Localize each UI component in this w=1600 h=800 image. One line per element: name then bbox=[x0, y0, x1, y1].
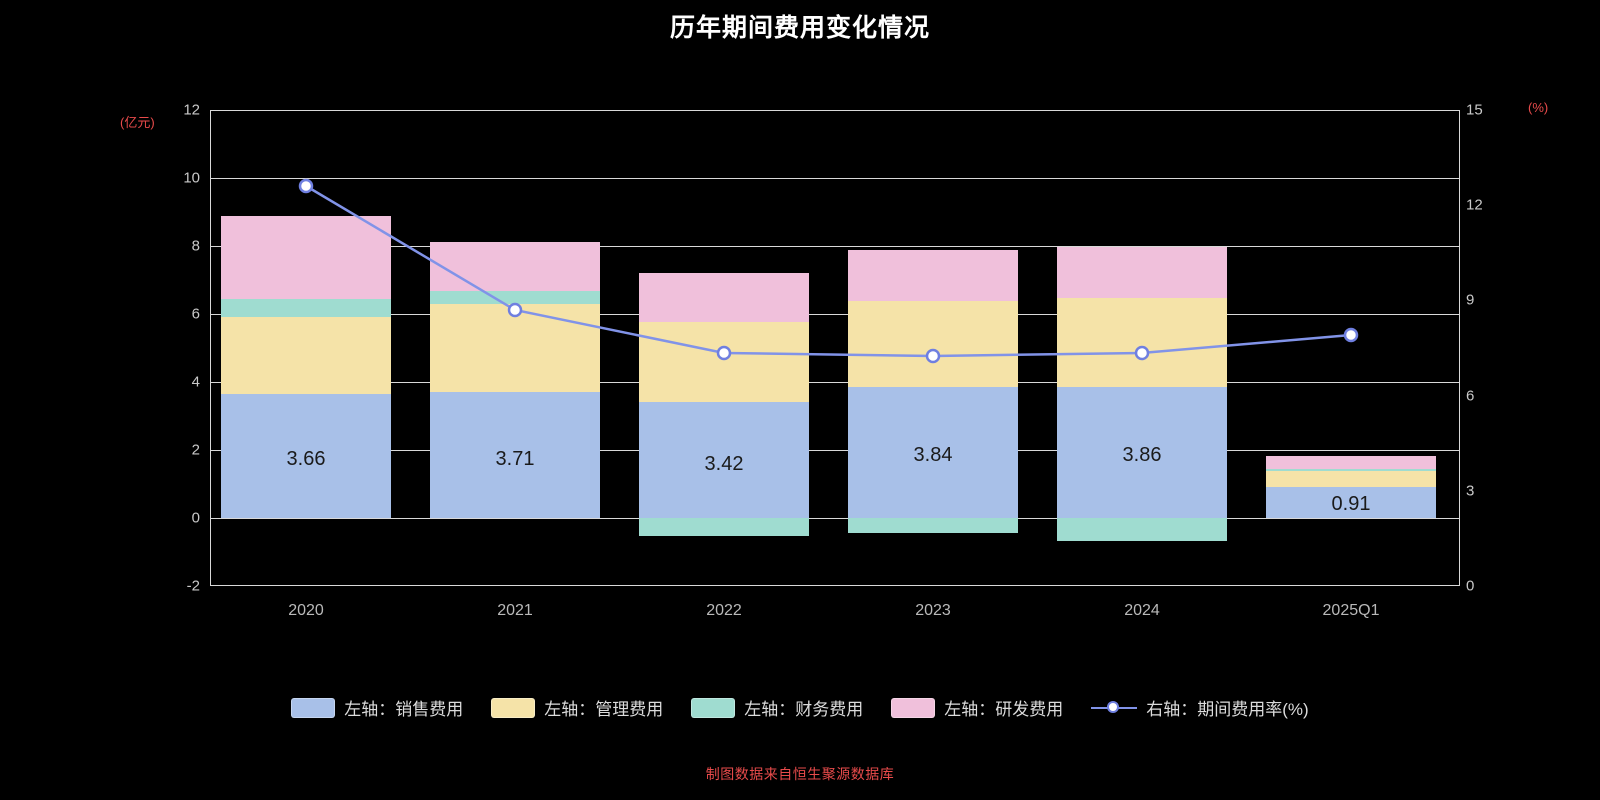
bar-segment-rd bbox=[1057, 246, 1227, 299]
bar-segment-sales bbox=[1266, 487, 1436, 518]
rate-line bbox=[305, 184, 1352, 358]
bar-group-2025Q1 bbox=[1266, 110, 1436, 586]
gridline bbox=[210, 246, 1460, 247]
rate-point-2025Q1 bbox=[1343, 327, 1359, 343]
bar-segment-rd bbox=[221, 216, 391, 300]
gridline bbox=[210, 518, 1460, 519]
gridline bbox=[210, 110, 1460, 111]
bar-segment-finance bbox=[221, 299, 391, 318]
x-tick-2025Q1: 2025Q1 bbox=[1322, 602, 1380, 619]
bar-value-2023: 3.84 bbox=[913, 444, 953, 466]
legend-label: 左轴：销售费用 bbox=[344, 700, 464, 719]
x-tick-2023: 2023 bbox=[915, 602, 951, 619]
bar-segment-finance bbox=[639, 518, 809, 536]
left-tick: 8 bbox=[191, 237, 200, 255]
bar-segment-sales bbox=[848, 387, 1018, 518]
right-tick: 15 bbox=[1466, 101, 1483, 119]
rate-point-2020 bbox=[298, 178, 314, 194]
bar-segment-finance bbox=[430, 290, 600, 304]
legend-label: 左轴：研发费用 bbox=[944, 700, 1064, 719]
bar-segment-admin bbox=[430, 303, 600, 392]
bar-segment-rd bbox=[639, 272, 809, 323]
bar-value-2021: 3.71 bbox=[495, 448, 535, 470]
bar-segment-admin bbox=[639, 322, 809, 402]
left-tick: 6 bbox=[191, 305, 200, 323]
bar-segment-rd bbox=[1266, 455, 1436, 470]
right-tick: 6 bbox=[1466, 387, 1475, 405]
source-note: 制图数据来自恒生聚源数据库 bbox=[705, 766, 895, 782]
right-tick: 3 bbox=[1466, 482, 1475, 500]
legend-item-rd[interactable]: 左轴：研发费用 bbox=[891, 695, 1063, 720]
plot-area: 12 10 8 6 4 2 0 -2 15 12 9 6 3 0 bbox=[183, 102, 1482, 620]
gridline bbox=[210, 382, 1460, 383]
bar-segment-sales bbox=[1057, 386, 1227, 518]
rate-line-series bbox=[298, 178, 1359, 364]
bar-segment-admin bbox=[1057, 298, 1227, 387]
rate-point-2021 bbox=[507, 302, 523, 318]
x-tick-2024: 2024 bbox=[1124, 602, 1160, 619]
bar-segment-rd bbox=[848, 250, 1018, 301]
bar-segment-sales bbox=[639, 401, 809, 518]
rate-point-2022 bbox=[716, 345, 732, 361]
legend-swatch-icon bbox=[691, 697, 736, 718]
right-tick: 12 bbox=[1466, 196, 1483, 214]
left-tick: 4 bbox=[191, 373, 200, 391]
bar-group-2023 bbox=[848, 110, 1018, 586]
legend-item-admin[interactable]: 左轴：管理费用 bbox=[491, 695, 663, 720]
bar-segment-admin bbox=[848, 300, 1018, 388]
right-axis-unit: (%) bbox=[1528, 100, 1549, 115]
left-tick: -2 bbox=[186, 577, 200, 595]
legend-label: 左轴：财务费用 bbox=[744, 700, 864, 719]
bar-value-2024: 3.86 bbox=[1122, 444, 1162, 466]
right-tick: 9 bbox=[1466, 291, 1475, 309]
bar-segment-finance bbox=[1266, 469, 1436, 471]
left-axis-unit: (亿元) bbox=[120, 115, 155, 130]
bar-segment-finance bbox=[1057, 518, 1227, 542]
legend-swatch-icon bbox=[291, 697, 336, 718]
left-tick: 12 bbox=[183, 101, 200, 119]
bar-segment-admin bbox=[221, 317, 391, 394]
bar-group-2024 bbox=[1057, 110, 1227, 586]
left-tick: 10 bbox=[183, 169, 200, 187]
rate-point-2024 bbox=[1134, 345, 1150, 361]
page-title: 历年期间费用变化情况 bbox=[669, 14, 930, 42]
bar-segment-sales bbox=[221, 393, 391, 518]
bar-group-2020 bbox=[221, 110, 391, 586]
left-tick: 0 bbox=[191, 509, 200, 527]
x-tick-2020: 2020 bbox=[288, 602, 324, 619]
bar-segment-rd bbox=[430, 242, 600, 291]
bar-value-2022: 3.42 bbox=[704, 453, 744, 475]
bar-segment-sales bbox=[430, 391, 600, 518]
legend-item-rate[interactable]: 右轴：期间费用率(%) bbox=[1091, 695, 1309, 720]
legend-swatch-icon bbox=[891, 697, 936, 718]
gridline bbox=[210, 450, 1460, 451]
bar-value-2025Q1: 0.91 bbox=[1331, 493, 1371, 515]
legend-label: 右轴：期间费用率(%) bbox=[1146, 700, 1309, 719]
x-tick-2021: 2021 bbox=[497, 602, 533, 619]
bar-segment-finance bbox=[848, 518, 1018, 533]
x-tick-2022: 2022 bbox=[706, 602, 742, 619]
chart-legend: 左轴：销售费用 左轴：管理费用 左轴：财务费用 左轴：研发费用 右轴：期间费用率… bbox=[0, 695, 1600, 720]
legend-item-finance[interactable]: 左轴：财务费用 bbox=[691, 695, 863, 720]
bar-segment-admin bbox=[1266, 470, 1436, 488]
right-tick: 0 bbox=[1466, 577, 1475, 595]
bar-group-2021 bbox=[430, 110, 600, 586]
legend-swatch-icon bbox=[491, 697, 536, 718]
legend-label: 左轴：管理费用 bbox=[544, 700, 664, 719]
bar-group-2022 bbox=[639, 110, 809, 586]
rate-point-2023 bbox=[925, 348, 941, 364]
gridline bbox=[210, 314, 1460, 315]
left-tick: 2 bbox=[191, 441, 200, 459]
legend-line-marker-icon bbox=[1091, 698, 1138, 718]
gridline bbox=[210, 178, 1460, 179]
legend-item-sales[interactable]: 左轴：销售费用 bbox=[291, 695, 463, 720]
bar-value-2020: 3.66 bbox=[286, 448, 326, 470]
gridline bbox=[210, 585, 1460, 586]
